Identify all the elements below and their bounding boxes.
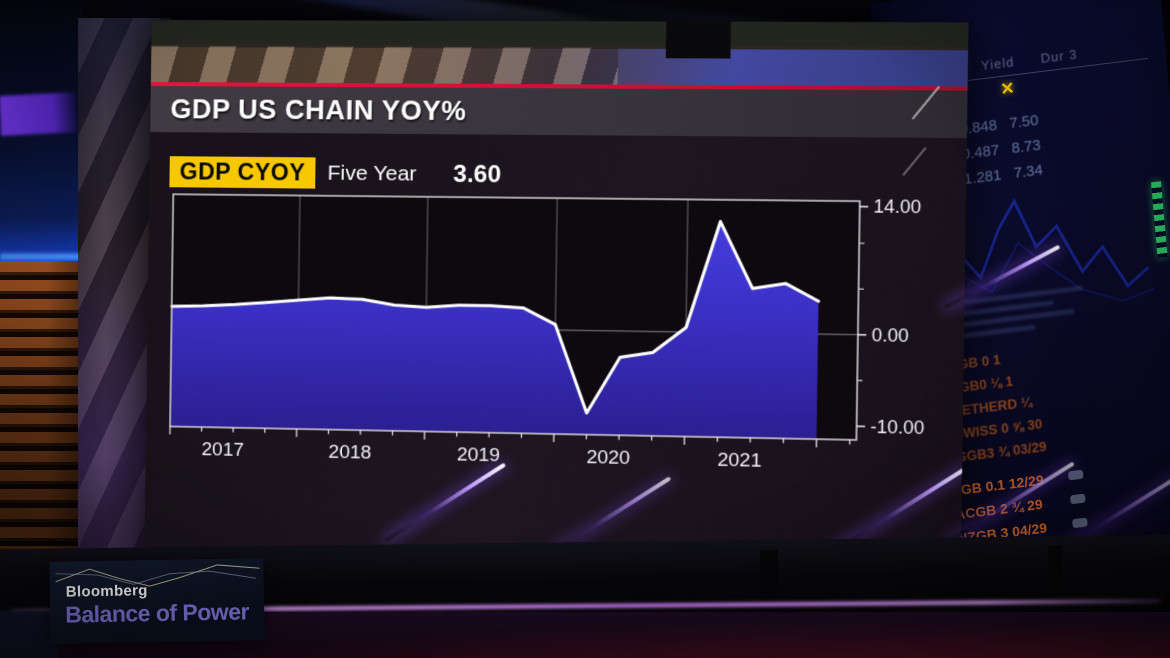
column-yield: Yield [980,54,1015,74]
wood-slats-shadow [0,261,84,551]
blue-glow-line [0,252,82,261]
chart-title: GDP US CHAIN YOY% [170,93,467,126]
bond-flag-icon [1067,469,1084,481]
bond-flag-icon [1069,493,1086,505]
x-tick-label: 2018 [328,442,371,464]
range-label: Five Year [327,161,417,186]
logo-show-title: Balance of Power [64,598,250,628]
bond-flag-icon [1071,517,1088,529]
last-value: 3.60 [453,160,502,188]
x-tick-label: 2021 [717,449,762,471]
ticker-badge: GDP CYOY [169,156,316,189]
x-tick-label: 2020 [586,447,630,469]
gdp-area-chart: 14.00 0.00 -10.00 2017 2018 2019 2020 2021 [158,190,925,472]
column-dur: Dur 3 [1040,46,1078,66]
corner-shadow [0,610,58,658]
light-streak [384,462,507,543]
x-tick-label: 2019 [457,444,501,466]
chart-screen: GDP US CHAIN YOY% GDP CYOY Five Year 3.6… [144,19,969,579]
terminal-value-rows: 0.848 7.50 0.487 8.73 1.281 7.34 [959,108,1044,192]
screen-notch [665,21,731,59]
purple-light-wedge [0,92,77,136]
decor-slash [902,147,927,176]
show-logo-panel: Bloomberg Balance of Power [49,558,265,644]
y-tick-label: 0.00 [871,325,908,346]
x-marker-icon: ✕ [999,78,1016,100]
y-tick-label: 14.00 [873,196,921,217]
y-tick-label: -10.00 [870,416,924,438]
chart-title-bar: GDP US CHAIN YOY% [150,85,968,139]
chart-plot: 14.00 0.00 -10.00 2017 2018 2019 2020 2021 [157,190,953,484]
logo-brand: Bloomberg [65,582,148,601]
ticker-row: GDP CYOY Five Year 3.60 [169,156,501,190]
logo-sparkline-decor [55,564,260,587]
screen-top-stripes [150,45,619,87]
area-fill [170,215,820,440]
x-tick-label: 2017 [201,439,244,461]
